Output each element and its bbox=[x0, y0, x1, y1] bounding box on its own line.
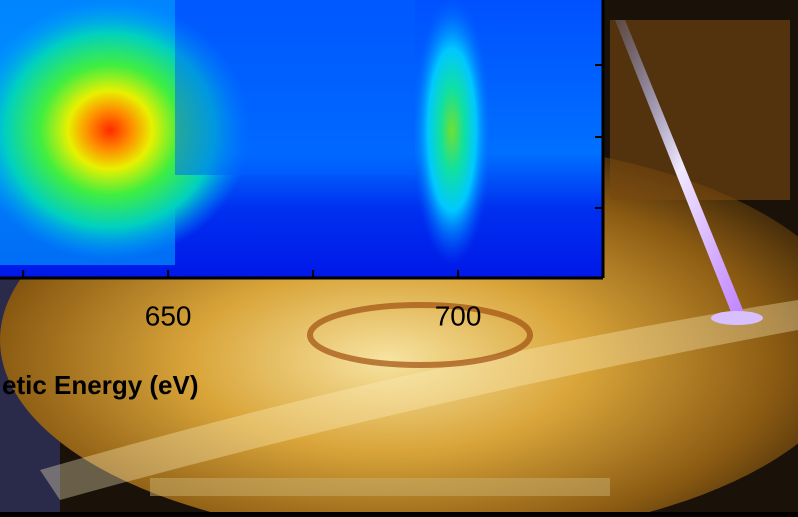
contour-peak bbox=[412, 0, 492, 265]
x-axis-label: etic Energy (eV) bbox=[2, 370, 199, 400]
slide: etic Energy (eV) 650 700 bbox=[0, 0, 798, 512]
contour-region bbox=[175, 0, 415, 175]
x-tick-label: 700 bbox=[435, 300, 482, 331]
x-tick-label: 650 bbox=[145, 300, 192, 331]
film-strip bbox=[150, 478, 610, 496]
background-block bbox=[610, 20, 790, 200]
page: etic Energy (eV) 650700 (() => { const d… bbox=[0, 0, 798, 512]
beam-spot bbox=[711, 311, 763, 325]
